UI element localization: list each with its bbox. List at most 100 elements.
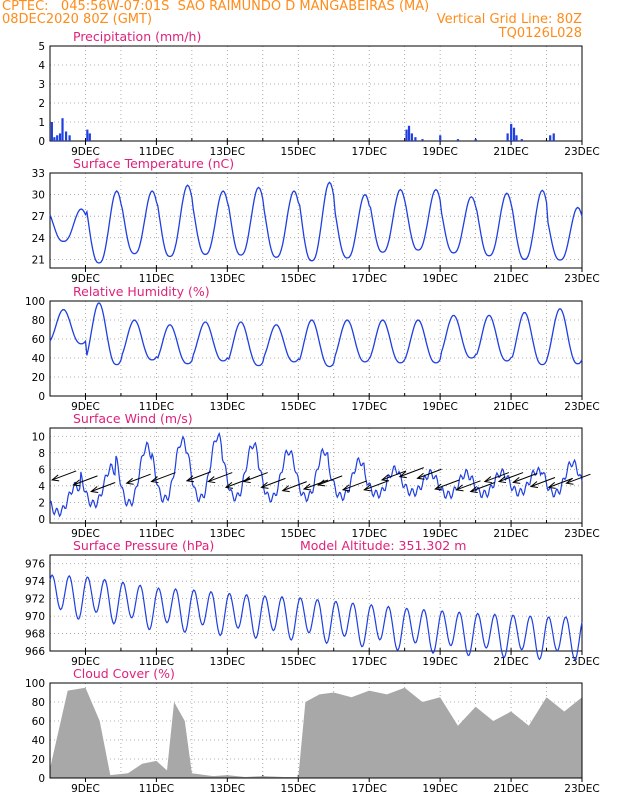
x-tick-label: 23DEC (564, 273, 599, 285)
x-tick-label: 19DEC (422, 656, 457, 668)
y-tick-label: 30 (32, 190, 45, 202)
x-tick-label: 19DEC (422, 146, 457, 158)
x-tick-label: 11DEC (139, 528, 174, 540)
y-tick-label: 80 (32, 315, 45, 327)
precip-bar (414, 137, 417, 141)
x-tick-label: 13DEC (210, 656, 245, 668)
wind-arrow (125, 473, 151, 485)
precip-bar (64, 131, 68, 141)
y-tick-label: 80 (32, 697, 45, 709)
panel-title: Cloud Cover (%) (73, 666, 175, 681)
x-tick-label: 23DEC (564, 528, 599, 540)
y-tick-label: 60 (32, 716, 45, 728)
precip-bar (68, 135, 71, 141)
y-tick-label: 10 (32, 431, 45, 443)
x-tick-label: 13DEC (210, 528, 245, 540)
precip-bar (439, 135, 442, 141)
precip-bar (520, 139, 523, 141)
wind-arrow (317, 475, 343, 487)
panel-temp: 21 24 27 30 33 9DEC 11DEC 13DEC 15DEC 17DEC 19DEC 2… (32, 156, 600, 285)
y-tick-label: 33 (32, 168, 45, 180)
x-tick-label: 21DEC (493, 656, 528, 668)
wind-arrow (469, 482, 495, 493)
y-tick-label: 970 (25, 611, 45, 623)
panel-title: Relative Humidity (%) (73, 284, 210, 299)
x-tick-label: 15DEC (281, 528, 316, 540)
precip-bar (86, 129, 89, 141)
x-tick-label: 23DEC (564, 146, 599, 158)
x-tick-label: 13DEC (210, 146, 245, 158)
x-tick-label: 19DEC (422, 401, 457, 413)
precip-bar (456, 139, 460, 141)
x-tick-label: 15DEC (281, 273, 316, 285)
wind-arrow (565, 473, 591, 485)
panel-frame (49, 554, 583, 652)
wind-arrow (51, 470, 77, 482)
x-tick-label: 9DEC (71, 273, 100, 285)
precip-bar (53, 137, 56, 141)
wind-arrow (529, 477, 556, 489)
x-tick-label: 13DEC (210, 273, 245, 285)
panel-title: Surface Temperature (nC) (73, 156, 234, 171)
panel-frame-top (49, 682, 583, 779)
x-tick-label: 15DEC (281, 401, 316, 413)
header-model-code: TQ0126L028 (498, 26, 582, 41)
y-tick-label: 100 (25, 678, 45, 690)
y-tick-label: 0 (38, 514, 45, 526)
wind-arrow (512, 472, 538, 484)
precip-bar (405, 129, 408, 141)
wind-arrow (398, 467, 424, 479)
y-tick-label: 60 (32, 334, 45, 346)
x-tick-label: 21DEC (493, 783, 528, 795)
y-tick-label: 976 (25, 559, 45, 571)
precip-bar (512, 127, 516, 141)
y-tick-label: 4 (38, 481, 45, 493)
panel-title: Surface Wind (m/s) (73, 411, 193, 426)
x-tick-label: 15DEC (281, 656, 316, 668)
precip-bar (421, 139, 424, 141)
y-tick-label: 1 (38, 117, 45, 129)
x-tick-label: 9DEC (71, 656, 100, 668)
y-tick-label: 3 (38, 79, 45, 91)
precip-bar (50, 122, 53, 141)
y-tick-label: 21 (32, 254, 45, 266)
y-tick-label: 2 (38, 98, 45, 110)
precip-bar (515, 135, 518, 141)
wind-arrow (302, 479, 329, 491)
y-tick-label: 0 (38, 773, 45, 785)
x-tick-label: 11DEC (139, 146, 174, 158)
header-date: 08DEC2020 80Z (GMT) (2, 12, 153, 27)
x-tick-label: 21DEC (493, 528, 528, 540)
x-tick-label: 21DEC (493, 401, 528, 413)
panel-frame (49, 172, 583, 269)
pressure-line (49, 574, 583, 661)
y-tick-label: 24 (32, 233, 46, 245)
x-tick-label: 9DEC (71, 146, 100, 158)
model-altitude-label: Model Altitude: 351.302 m (300, 538, 466, 553)
wind-arrow (72, 475, 98, 487)
panel-title: Precipitation (mm/h) (73, 29, 201, 44)
x-tick-label: 13DEC (210, 401, 245, 413)
y-tick-label: 966 (25, 646, 45, 658)
wind-arrow (150, 472, 176, 484)
y-tick-label: 5 (38, 41, 45, 53)
x-tick-label: 21DEC (493, 273, 528, 285)
y-tick-label: 0 (38, 136, 45, 148)
x-tick-label: 9DEC (71, 528, 100, 540)
x-tick-label: 15DEC (281, 783, 316, 795)
precip-bar (58, 133, 62, 141)
wind-arrow (547, 477, 573, 489)
y-tick-label: 2 (38, 497, 45, 509)
y-tick-label: 4 (38, 60, 45, 72)
precip-bar (61, 118, 64, 141)
x-tick-label: 19DEC (422, 783, 457, 795)
x-tick-label: 9DEC (71, 401, 100, 413)
y-tick-label: 100 (25, 296, 45, 308)
x-tick-label: 19DEC (422, 273, 457, 285)
wind-arrow (341, 480, 368, 492)
x-tick-label: 23DEC (564, 783, 599, 795)
x-tick-label: 15DEC (281, 146, 316, 158)
precip-bar (407, 125, 411, 141)
panel-frame (49, 300, 583, 397)
